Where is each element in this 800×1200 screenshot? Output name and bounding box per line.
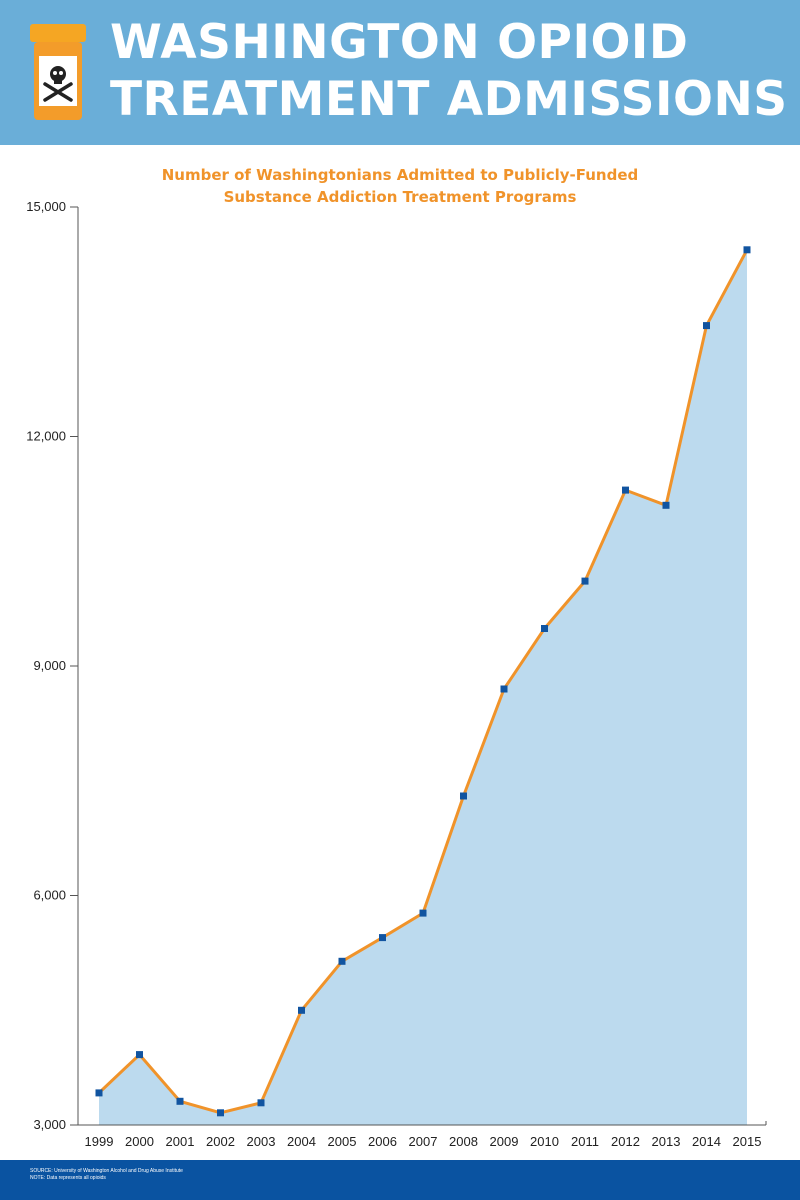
y-tick-label: 12,000 (26, 429, 66, 444)
x-tick-label: 2004 (287, 1134, 316, 1149)
x-tick-label: 2007 (409, 1134, 438, 1149)
footer-note: NOTE: Data represents all opioids (30, 1175, 106, 1181)
data-point (379, 934, 386, 942)
x-tick-label: 2015 (733, 1134, 762, 1149)
data-point (662, 501, 670, 509)
data-point (541, 625, 548, 632)
data-point (581, 577, 589, 585)
data-point (622, 486, 629, 494)
x-tick-label: 2012 (611, 1134, 640, 1149)
area-chart: 3,000 6,000 9,000 12,000 15,000 1999 2000 2001 2… (26, 199, 767, 1149)
data-point (257, 1099, 265, 1107)
x-tick-label: 2001 (166, 1134, 195, 1149)
footer-source: SOURCE: University of Washington Alcohol… (30, 1168, 183, 1174)
area-fill (99, 249, 747, 1126)
x-tick-label: 1999 (85, 1134, 114, 1149)
y-tick-label: 3,000 (33, 1117, 66, 1132)
data-point (217, 1109, 224, 1117)
data-point (460, 792, 467, 800)
footer-bar: SOURCE: University of Washington Alcohol… (0, 1160, 800, 1200)
page-title: WASHINGTON OPIOID TREATMENT ADMISSIONS (110, 14, 788, 128)
data-point (419, 909, 427, 917)
y-tick-label: 15,000 (26, 199, 66, 214)
x-tick-label: 2006 (368, 1134, 397, 1149)
data-point (500, 685, 508, 693)
x-tick-label: 2011 (571, 1134, 599, 1149)
data-point (136, 1051, 143, 1059)
poison-bottle-icon (30, 24, 86, 120)
y-tick-label: 9,000 (33, 658, 66, 673)
x-tick-label: 2014 (692, 1134, 721, 1149)
x-tick-label: 2010 (530, 1134, 559, 1149)
x-tick-label: 2009 (490, 1134, 519, 1149)
page-title-line-1: WASHINGTON OPIOID (110, 15, 689, 70)
x-tick-label: 2000 (125, 1134, 154, 1149)
y-tick-label: 6,000 (33, 888, 66, 903)
chart-title-line-2: Substance Addiction Treatment Programs (223, 188, 577, 206)
page-title-line-2: TREATMENT ADMISSIONS (110, 72, 788, 127)
data-point (176, 1097, 184, 1105)
x-tick-label: 2005 (328, 1134, 357, 1149)
header-banner: WASHINGTON OPIOID TREATMENT ADMISSIONS (0, 0, 800, 145)
data-point (703, 322, 710, 330)
x-tick-label: 2008 (449, 1134, 478, 1149)
x-tick-label: 2013 (652, 1134, 681, 1149)
chart-title-line-1: Number of Washingtonians Admitted to Pub… (161, 166, 639, 184)
data-point (95, 1089, 103, 1097)
chart-title: Number of Washingtonians Admitted to Pub… (0, 164, 800, 208)
data-point (743, 246, 751, 254)
data-point (338, 957, 346, 965)
x-tick-label: 2003 (247, 1134, 276, 1149)
x-tick-label: 2002 (206, 1134, 235, 1149)
data-point (298, 1006, 305, 1014)
